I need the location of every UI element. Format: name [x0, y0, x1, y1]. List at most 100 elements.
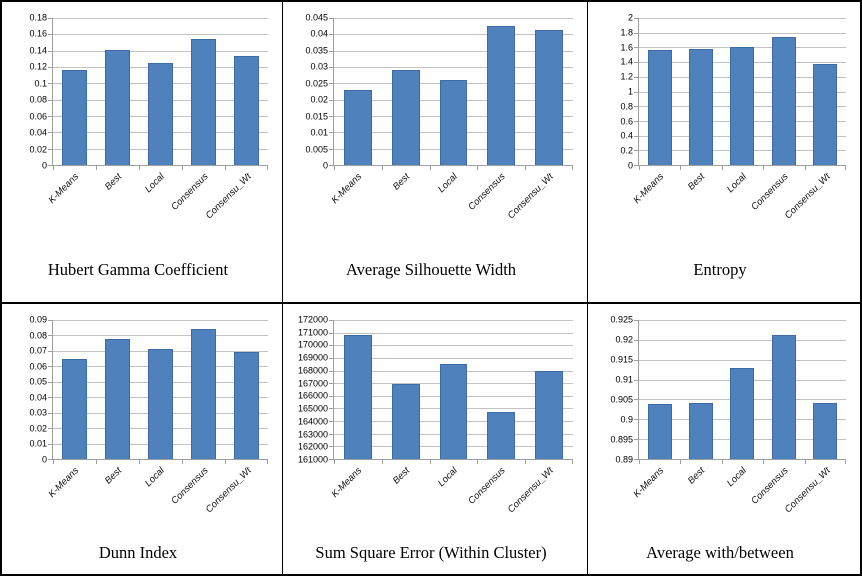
- y-tick-mark: [634, 135, 638, 137]
- y-tick-label: 0.12: [29, 61, 47, 72]
- chart-cell-avg-silhouette: 0.045 0.04 0.035 0.03 0.025 0.02 0.015 0.01 0.00…: [283, 2, 588, 304]
- x-tick-mark: [763, 460, 765, 464]
- y-tick-mark: [329, 165, 333, 166]
- category-label: Best: [102, 171, 124, 193]
- x-tick-mark: [845, 460, 846, 464]
- bar: [148, 62, 173, 165]
- y-tick-mark: [634, 359, 638, 361]
- y-tick-label: 0.2: [620, 145, 633, 156]
- y-tick-label: 0.015: [305, 111, 328, 122]
- y-tick-mark: [48, 320, 52, 321]
- y-tick-label: 0.895: [610, 434, 633, 445]
- y-tick-label: 0.18: [29, 12, 47, 23]
- x-tick-mark: [721, 460, 723, 464]
- y-tick-mark: [48, 132, 52, 134]
- y-axis: 0.925 0.92 0.915 0.91 0.905 0.9 0.895 0.89: [594, 315, 638, 464]
- y-tick-mark: [48, 366, 52, 368]
- y-tick-mark: [329, 99, 333, 101]
- y-tick-mark: [634, 106, 638, 108]
- y-tick-label: 0: [41, 454, 47, 465]
- y-tick-mark: [634, 419, 638, 421]
- category-label: Consensus: [466, 465, 509, 507]
- bar-chart-avg-silhouette: 0.045 0.04 0.035 0.03 0.025 0.02 0.015 0.01 0.00…: [289, 13, 573, 248]
- bar: [105, 338, 130, 459]
- bar: [813, 63, 838, 165]
- category-label: Consensus: [749, 171, 791, 213]
- gridline: [639, 320, 846, 321]
- gridline: [639, 18, 846, 19]
- chart-cell-avg-with-between: 0.925 0.92 0.915 0.91 0.905 0.9 0.895 0.89 K-Mea…: [588, 304, 860, 574]
- category-label: Local: [143, 465, 168, 490]
- x-tick-mark: [182, 166, 183, 170]
- y-tick-label: 0.04: [310, 28, 328, 39]
- y-tick-mark: [634, 76, 638, 78]
- category-label: Local: [436, 465, 461, 490]
- y-tick-label: 0.92: [615, 334, 633, 345]
- category-label: K-Means: [329, 465, 365, 500]
- y-tick-mark: [329, 34, 333, 36]
- y-tick-label: 0.925: [610, 314, 633, 325]
- chart-title: Sum Square Error (Within Cluster): [315, 543, 547, 562]
- y-tick-label: 0.04: [29, 127, 47, 138]
- x-axis-labels: K-Means Best Local Consensus Consensu_Wt: [631, 166, 846, 248]
- x-tick-mark: [96, 166, 97, 170]
- bar: [391, 384, 420, 459]
- category-label: Consensus: [749, 465, 791, 507]
- y-tick-mark: [48, 335, 52, 337]
- x-tick-mark: [267, 460, 268, 464]
- x-tick-mark: [225, 460, 226, 464]
- y-tick-label: 0.01: [310, 127, 328, 138]
- y-tick-mark: [329, 446, 333, 448]
- y-tick-mark: [48, 397, 52, 399]
- y-tick-mark: [634, 62, 638, 64]
- y-tick-mark: [634, 18, 638, 19]
- bar: [439, 363, 468, 459]
- plot-area: [329, 320, 573, 464]
- bar: [234, 352, 259, 459]
- x-tick-mark: [267, 166, 268, 170]
- category-label: Best: [390, 171, 413, 193]
- y-tick-label: 0: [627, 160, 633, 171]
- y-tick-label: 0.16: [29, 28, 47, 39]
- chart-cell-entropy: 2 1.8 1.6 1.4 1.2 1 0.8 0.6 0.4 0.2 0 K-Means Best Lo…: [588, 2, 860, 304]
- y-tick-mark: [329, 421, 333, 423]
- x-tick-mark: [429, 460, 431, 464]
- y-tick-label: 0.07: [29, 345, 47, 356]
- y-tick-mark: [634, 320, 638, 321]
- gridline: [639, 339, 846, 341]
- bar: [62, 358, 87, 459]
- category-label: Best: [686, 171, 708, 193]
- y-tick-mark: [634, 379, 638, 381]
- bar: [439, 80, 468, 165]
- x-tick-mark: [182, 460, 183, 464]
- y-tick-mark: [329, 345, 333, 347]
- y-tick-mark: [329, 132, 333, 134]
- y-tick-mark: [48, 99, 52, 101]
- y-tick-label: 0.9: [620, 414, 633, 425]
- y-tick-mark: [329, 148, 333, 150]
- y-tick-label: 168000: [297, 365, 328, 376]
- plot-column: K-Means Best Local Consensus Consensu_Wt: [631, 320, 846, 542]
- y-tick-label: 0.915: [610, 354, 633, 365]
- x-tick-mark: [381, 460, 383, 464]
- y-tick-mark: [329, 50, 333, 52]
- category-label: Best: [390, 465, 413, 487]
- y-tick-mark: [634, 439, 638, 441]
- x-tick-mark: [139, 460, 140, 464]
- y-tick-label: 0.02: [29, 423, 47, 434]
- y-tick-mark: [48, 412, 52, 414]
- x-tick-mark: [139, 166, 140, 170]
- y-axis: 0.09 0.08 0.07 0.06 0.05 0.04 0.03 0.02 0.01 0: [8, 315, 52, 464]
- y-tick-mark: [48, 443, 52, 445]
- y-tick-mark: [634, 339, 638, 341]
- y-tick-mark: [48, 67, 52, 68]
- chart-title: Entropy: [693, 260, 747, 279]
- y-tick-mark: [329, 83, 333, 85]
- y-tick-label: 163000: [297, 429, 328, 440]
- bar: [391, 70, 420, 165]
- y-tick-label: 0.4: [620, 130, 633, 141]
- category-label: K-Means: [631, 171, 666, 206]
- y-tick-label: 0.1: [34, 78, 47, 89]
- y-tick-label: 0.02: [29, 144, 47, 155]
